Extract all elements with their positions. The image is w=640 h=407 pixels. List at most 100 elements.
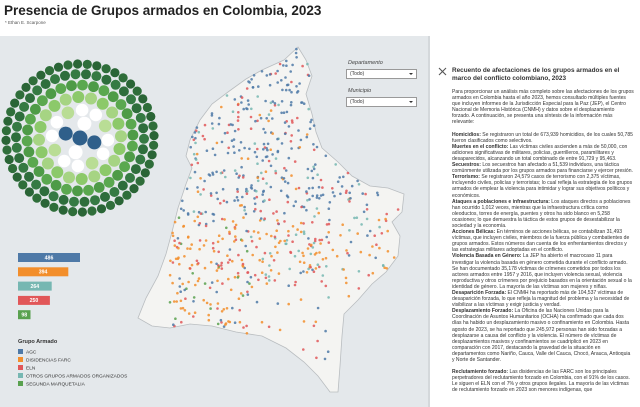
- map-point: [367, 273, 371, 277]
- packed-circle: [30, 103, 41, 115]
- map-point: [238, 320, 242, 324]
- packed-circle: [121, 108, 133, 120]
- map-point: [256, 179, 260, 183]
- map-point: [327, 296, 330, 299]
- map-point: [228, 320, 232, 324]
- map-point: [178, 241, 181, 245]
- map-point: [256, 119, 259, 123]
- map-point: [305, 271, 309, 274]
- item-label: Reclutamiento forzado:: [452, 369, 509, 376]
- map-point: [198, 239, 202, 242]
- map-point: [314, 163, 317, 166]
- map-point: [386, 229, 390, 233]
- packed-circle: [77, 116, 92, 131]
- map-point: [193, 131, 197, 134]
- map-point: [283, 211, 286, 215]
- packed-circle: [49, 202, 59, 212]
- item-text: Los ataques directos a poblaciones han o…: [452, 198, 631, 229]
- map-point: [310, 169, 314, 173]
- packed-circle: [130, 164, 141, 175]
- map-point: [298, 260, 302, 264]
- panel-item: Secuestros: Los secuestros han afectado …: [452, 162, 634, 174]
- map-point: [324, 284, 328, 288]
- map-point: [258, 258, 262, 262]
- close-button[interactable]: [438, 67, 447, 76]
- map-point: [240, 239, 244, 242]
- map-point: [204, 210, 207, 214]
- packed-circle: [75, 173, 88, 185]
- map-point: [192, 152, 196, 156]
- packed-circle: [129, 184, 139, 194]
- map-point: [269, 148, 273, 151]
- packed-circle: [11, 132, 21, 143]
- map-point: [288, 88, 291, 92]
- packed-circle: [18, 162, 29, 173]
- packed-circle: [131, 103, 142, 114]
- map-point: [241, 195, 244, 199]
- map-point: [276, 251, 279, 254]
- filter-dropdown[interactable]: (Todo): [346, 97, 417, 107]
- map-point: [246, 190, 249, 193]
- map-point: [183, 309, 187, 312]
- packed-circle: [33, 133, 45, 146]
- map-point: [203, 266, 207, 270]
- map-point: [325, 235, 329, 239]
- map-point: [298, 82, 301, 85]
- map-point: [260, 70, 264, 73]
- map-point: [360, 223, 363, 226]
- map-point: [271, 100, 275, 103]
- map-point: [261, 159, 265, 162]
- map-point: [217, 122, 221, 126]
- map-point: [274, 245, 277, 249]
- map-point: [215, 191, 218, 195]
- map-point: [213, 153, 217, 157]
- map-point: [302, 222, 305, 225]
- map-point: [348, 229, 351, 232]
- map-point: [240, 258, 244, 262]
- map-point: [298, 146, 302, 149]
- map-point: [356, 179, 359, 183]
- packed-circle: [142, 102, 152, 113]
- map-point: [257, 278, 260, 282]
- map-point: [316, 306, 320, 310]
- map-point: [284, 169, 288, 172]
- map-point: [315, 196, 319, 199]
- map-point: [256, 176, 260, 179]
- map-point: [392, 256, 396, 259]
- packed-circle: [37, 95, 48, 107]
- map-point: [377, 218, 381, 222]
- packed-circle: [110, 79, 121, 90]
- map-point: [221, 187, 225, 191]
- map-point: [192, 315, 195, 318]
- map-point: [168, 301, 172, 304]
- map-point: [287, 302, 291, 306]
- map-point: [336, 180, 340, 183]
- map-point: [283, 180, 287, 183]
- map-point: [258, 113, 262, 117]
- panel-item: Ataques a poblaciones e infraestructura:…: [452, 199, 634, 229]
- bar-label: 264: [30, 284, 39, 290]
- map-point: [317, 211, 321, 215]
- map-point: [240, 204, 243, 207]
- map-point: [236, 271, 240, 275]
- map-point: [261, 177, 265, 180]
- legend-label: OTROS GRUPOS ARMADOS ORGANIZADOS: [26, 373, 127, 379]
- map-point: [309, 265, 312, 269]
- map-point: [248, 282, 251, 285]
- map-point: [261, 257, 265, 261]
- bar: [18, 253, 80, 262]
- map-point: [353, 216, 356, 220]
- packed-circle: [22, 124, 33, 136]
- map-point: [290, 147, 293, 150]
- map-point: [229, 288, 233, 292]
- panel-item: Reclutamiento forzado: Las disidencias d…: [452, 369, 634, 393]
- packed-circle: [72, 130, 88, 146]
- filter-dropdown[interactable]: (Todo): [346, 69, 417, 79]
- map-point: [286, 181, 290, 185]
- map-point: [315, 356, 318, 360]
- map-point: [178, 285, 182, 288]
- map-point: [266, 148, 269, 152]
- packed-circle: [73, 59, 83, 69]
- packed-circle: [71, 159, 85, 173]
- country-shape: [137, 46, 405, 393]
